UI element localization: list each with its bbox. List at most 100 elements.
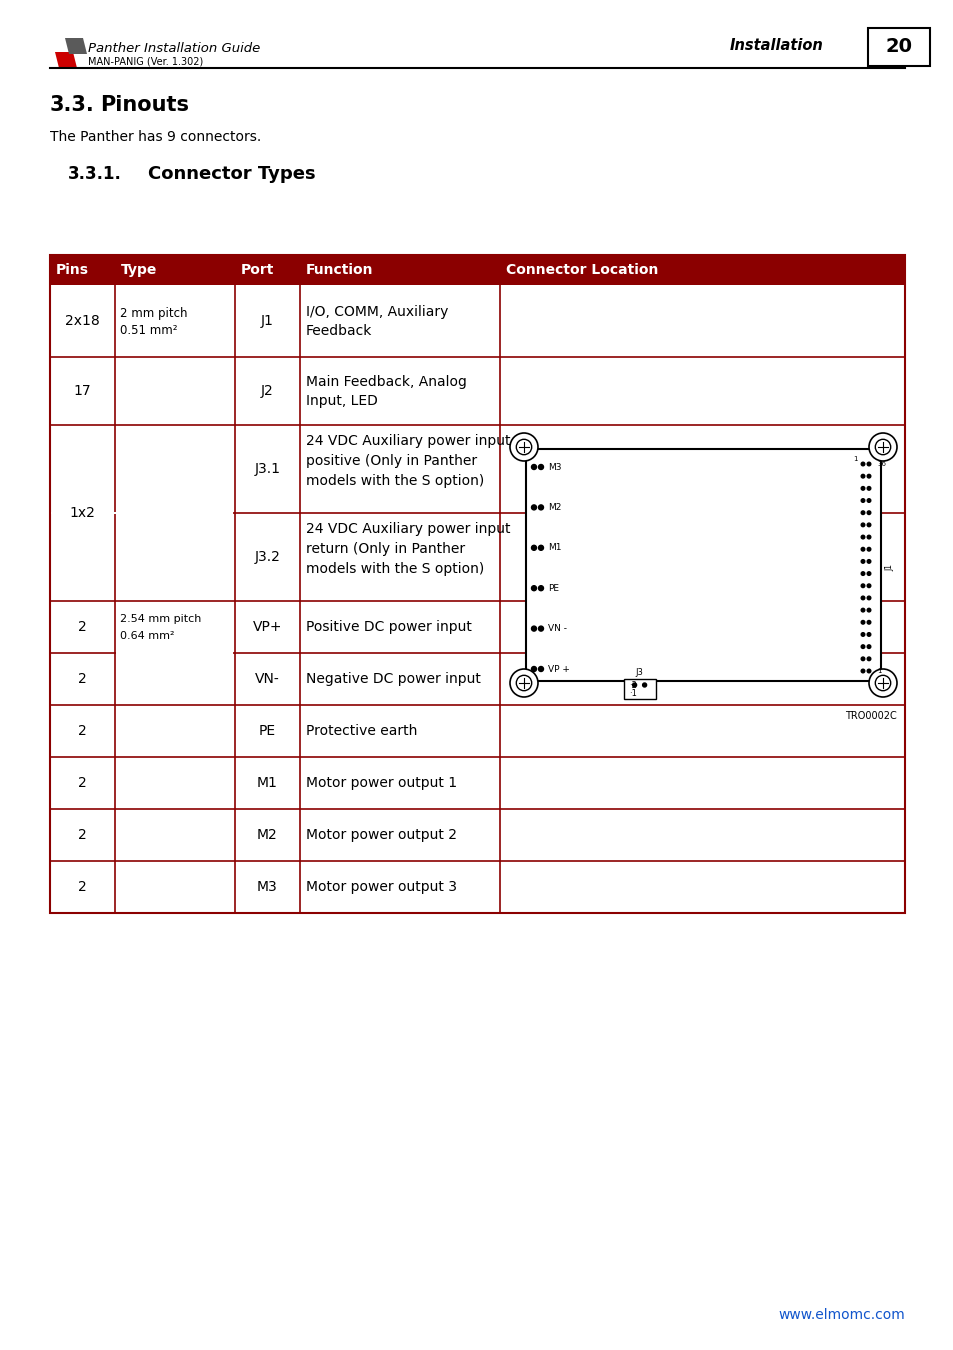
Text: J2: J2 (261, 383, 274, 398)
Circle shape (861, 535, 863, 539)
Text: M3: M3 (257, 880, 277, 894)
Bar (623, 679, 655, 699)
Text: 2 mm pitch: 2 mm pitch (120, 306, 188, 320)
Circle shape (866, 548, 870, 551)
Circle shape (868, 670, 896, 697)
Text: 24 VDC Auxiliary power input: 24 VDC Auxiliary power input (306, 433, 510, 448)
Text: M2: M2 (547, 504, 560, 512)
Text: PE: PE (547, 583, 558, 593)
Text: 1: 1 (853, 456, 857, 462)
Circle shape (531, 545, 536, 551)
Circle shape (537, 464, 543, 470)
Text: ·1: ·1 (629, 688, 637, 698)
Circle shape (866, 621, 870, 624)
Text: 2: 2 (78, 724, 87, 738)
Circle shape (866, 657, 870, 660)
Bar (867, 28, 929, 66)
Text: The Panther has 9 connectors.: The Panther has 9 connectors. (50, 130, 261, 144)
Text: 2: 2 (78, 828, 87, 842)
Text: Installation: Installation (729, 38, 822, 53)
Text: Negative DC power input: Negative DC power input (306, 672, 480, 686)
Circle shape (861, 597, 863, 599)
Text: Pins: Pins (56, 263, 89, 277)
Text: 24 VDC Auxiliary power input: 24 VDC Auxiliary power input (306, 522, 510, 536)
Circle shape (632, 683, 636, 687)
Circle shape (510, 670, 537, 697)
Circle shape (861, 657, 863, 660)
Text: M2: M2 (257, 828, 277, 842)
Text: Positive DC power input: Positive DC power input (306, 620, 472, 634)
Circle shape (510, 433, 537, 460)
Text: M3: M3 (547, 463, 561, 471)
Text: VP+: VP+ (253, 620, 282, 634)
Circle shape (861, 560, 863, 563)
Circle shape (531, 505, 536, 510)
Text: www.elmomc.com: www.elmomc.com (778, 1308, 904, 1322)
Circle shape (531, 586, 536, 591)
Text: 0.51 mm²: 0.51 mm² (120, 324, 177, 336)
Text: 20: 20 (884, 38, 911, 57)
Text: 2: 2 (78, 880, 87, 894)
Text: VN -: VN - (547, 624, 566, 633)
Circle shape (866, 474, 870, 478)
Circle shape (642, 683, 646, 687)
Circle shape (866, 670, 870, 672)
Text: VP +: VP + (547, 664, 569, 674)
Text: 2: 2 (78, 620, 87, 634)
Circle shape (866, 645, 870, 648)
Text: J1: J1 (261, 315, 274, 328)
Text: Main Feedback, Analog: Main Feedback, Analog (306, 375, 466, 389)
Circle shape (866, 572, 870, 575)
Text: models with the S option): models with the S option) (306, 562, 484, 576)
Text: Motor power output 1: Motor power output 1 (306, 776, 456, 790)
Text: MAN-PANIG (Ver. 1.302): MAN-PANIG (Ver. 1.302) (88, 57, 203, 68)
Circle shape (861, 609, 863, 612)
Circle shape (866, 486, 870, 490)
Text: 0.64 mm²: 0.64 mm² (120, 630, 174, 641)
Text: J3: J3 (635, 668, 643, 676)
Text: Pinouts: Pinouts (100, 95, 189, 115)
Bar (51, 512, 233, 514)
Circle shape (866, 609, 870, 612)
Text: 3.3.1.: 3.3.1. (68, 165, 122, 184)
Text: 1: 1 (876, 668, 881, 674)
Text: M1: M1 (547, 543, 561, 552)
Text: Port: Port (241, 263, 274, 277)
Text: M1: M1 (256, 776, 277, 790)
Text: Panther Installation Guide: Panther Installation Guide (88, 42, 260, 55)
Circle shape (866, 462, 870, 466)
Circle shape (516, 675, 531, 691)
Text: 2: 2 (78, 776, 87, 790)
Text: 2x18: 2x18 (65, 315, 100, 328)
Polygon shape (55, 53, 77, 68)
Circle shape (537, 586, 543, 591)
Circle shape (531, 464, 536, 470)
Circle shape (861, 548, 863, 551)
Text: return (Only in Panther: return (Only in Panther (306, 541, 465, 556)
Text: J1: J1 (884, 564, 893, 571)
Text: positive (Only in Panther: positive (Only in Panther (306, 454, 476, 468)
Circle shape (868, 433, 896, 460)
Polygon shape (65, 38, 87, 54)
Circle shape (861, 670, 863, 672)
Text: TRO0002C: TRO0002C (844, 711, 896, 721)
Circle shape (861, 585, 863, 587)
Circle shape (866, 585, 870, 587)
Text: Input, LED: Input, LED (306, 394, 377, 408)
Circle shape (866, 522, 870, 526)
Circle shape (537, 505, 543, 510)
Circle shape (861, 633, 863, 636)
Bar (116, 652, 233, 655)
Text: Feedback: Feedback (306, 324, 372, 338)
Circle shape (875, 675, 890, 691)
Circle shape (866, 633, 870, 636)
Text: 17: 17 (73, 383, 91, 398)
Circle shape (531, 667, 536, 671)
Text: Motor power output 3: Motor power output 3 (306, 880, 456, 894)
Text: VN-: VN- (254, 672, 279, 686)
Circle shape (866, 560, 870, 563)
Circle shape (866, 498, 870, 502)
Circle shape (861, 572, 863, 575)
Text: Motor power output 2: Motor power output 2 (306, 828, 456, 842)
Text: Protective earth: Protective earth (306, 724, 416, 738)
